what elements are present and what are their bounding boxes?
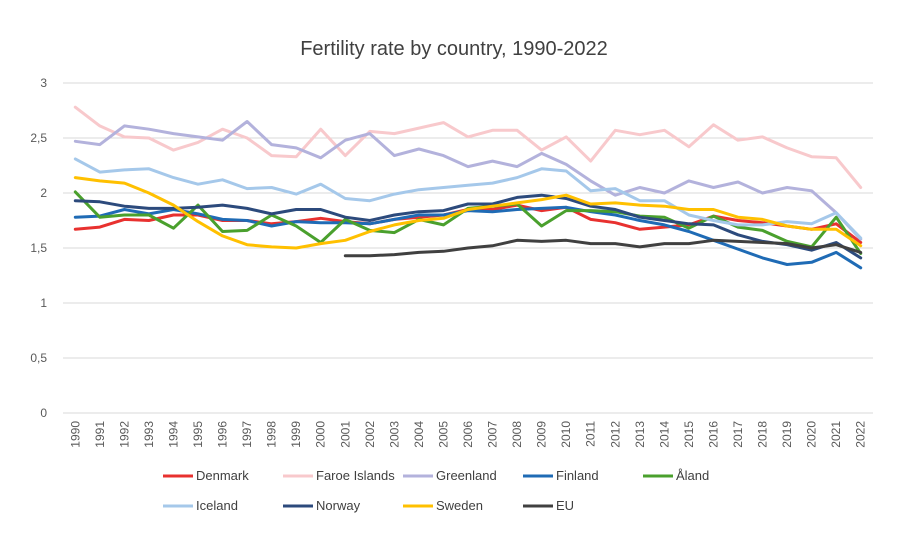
x-tick-label: 1997 [240, 421, 254, 448]
legend-label: Greenland [436, 468, 497, 483]
series-line-iceland [73, 157, 863, 240]
y-tick-label: 0,5 [30, 351, 47, 365]
x-tick-label: 2015 [682, 421, 696, 448]
x-tick-label: 2007 [486, 421, 500, 448]
x-tick-label: 2013 [633, 421, 647, 448]
x-tick-label: 2018 [756, 421, 770, 448]
legend: Denmark Faroe Islands Greenland Finland Ålan… [163, 468, 709, 513]
series-line--land [73, 190, 863, 255]
legend-label: Sweden [436, 498, 483, 513]
legend-label: Norway [316, 498, 361, 513]
legend-label: EU [556, 498, 574, 513]
y-tick-label: 2,5 [30, 131, 47, 145]
legend-label: Finland [556, 468, 599, 483]
x-tick-label: 1991 [93, 421, 107, 448]
series-line-greenland [73, 120, 863, 241]
x-tick-label: 1990 [68, 421, 82, 448]
y-tick-label: 3 [40, 76, 47, 90]
x-axis-ticks: 1990 1991 1992 1993 1994 1995 1996 1997 1998 1999… [68, 421, 867, 448]
x-tick-label: 1998 [265, 421, 279, 448]
x-tick-label: 1994 [166, 421, 180, 448]
x-tick-label: 2003 [387, 421, 401, 448]
y-tick-label: 1 [40, 296, 47, 310]
x-tick-label: 2021 [829, 421, 843, 448]
series-line-faroe-islands [73, 105, 863, 189]
legend-label: Faroe Islands [316, 468, 395, 483]
y-axis-ticks: 0 0,5 1 1,5 2 2,5 3 [30, 76, 47, 420]
x-tick-label: 2017 [731, 421, 745, 448]
x-tick-label: 1996 [216, 421, 230, 448]
x-tick-label: 2016 [706, 421, 720, 448]
series-lines [73, 105, 863, 270]
x-tick-label: 1999 [289, 421, 303, 448]
chart-title: Fertility rate by country, 1990-2022 [300, 38, 608, 60]
x-tick-label: 2022 [854, 421, 868, 448]
x-tick-label: 2006 [461, 421, 475, 448]
x-tick-label: 2010 [559, 421, 573, 448]
x-tick-label: 1992 [117, 421, 131, 448]
y-tick-label: 2 [40, 186, 47, 200]
y-tick-label: 1,5 [30, 241, 47, 255]
x-tick-label: 2000 [314, 421, 328, 448]
x-tick-label: 2004 [412, 421, 426, 448]
x-tick-label: 2020 [805, 421, 819, 448]
series-line-norway [73, 193, 863, 260]
x-tick-label: 2005 [436, 421, 450, 448]
x-tick-label: 1993 [142, 421, 156, 448]
legend-label: Åland [676, 468, 709, 483]
x-tick-label: 2001 [338, 421, 352, 448]
x-tick-label: 2014 [657, 421, 671, 448]
x-tick-label: 2008 [510, 421, 524, 448]
series-line-eu [343, 238, 863, 258]
legend-label: Denmark [196, 468, 249, 483]
x-tick-label: 2002 [363, 421, 377, 448]
x-tick-label: 2012 [608, 421, 622, 448]
y-tick-label: 0 [40, 406, 47, 420]
legend-label: Iceland [196, 498, 238, 513]
x-tick-label: 2019 [780, 421, 794, 448]
x-tick-label: 2011 [584, 421, 598, 447]
x-tick-label: 2009 [535, 421, 549, 448]
x-tick-label: 1995 [191, 421, 205, 448]
series-line-sweden [73, 176, 863, 250]
